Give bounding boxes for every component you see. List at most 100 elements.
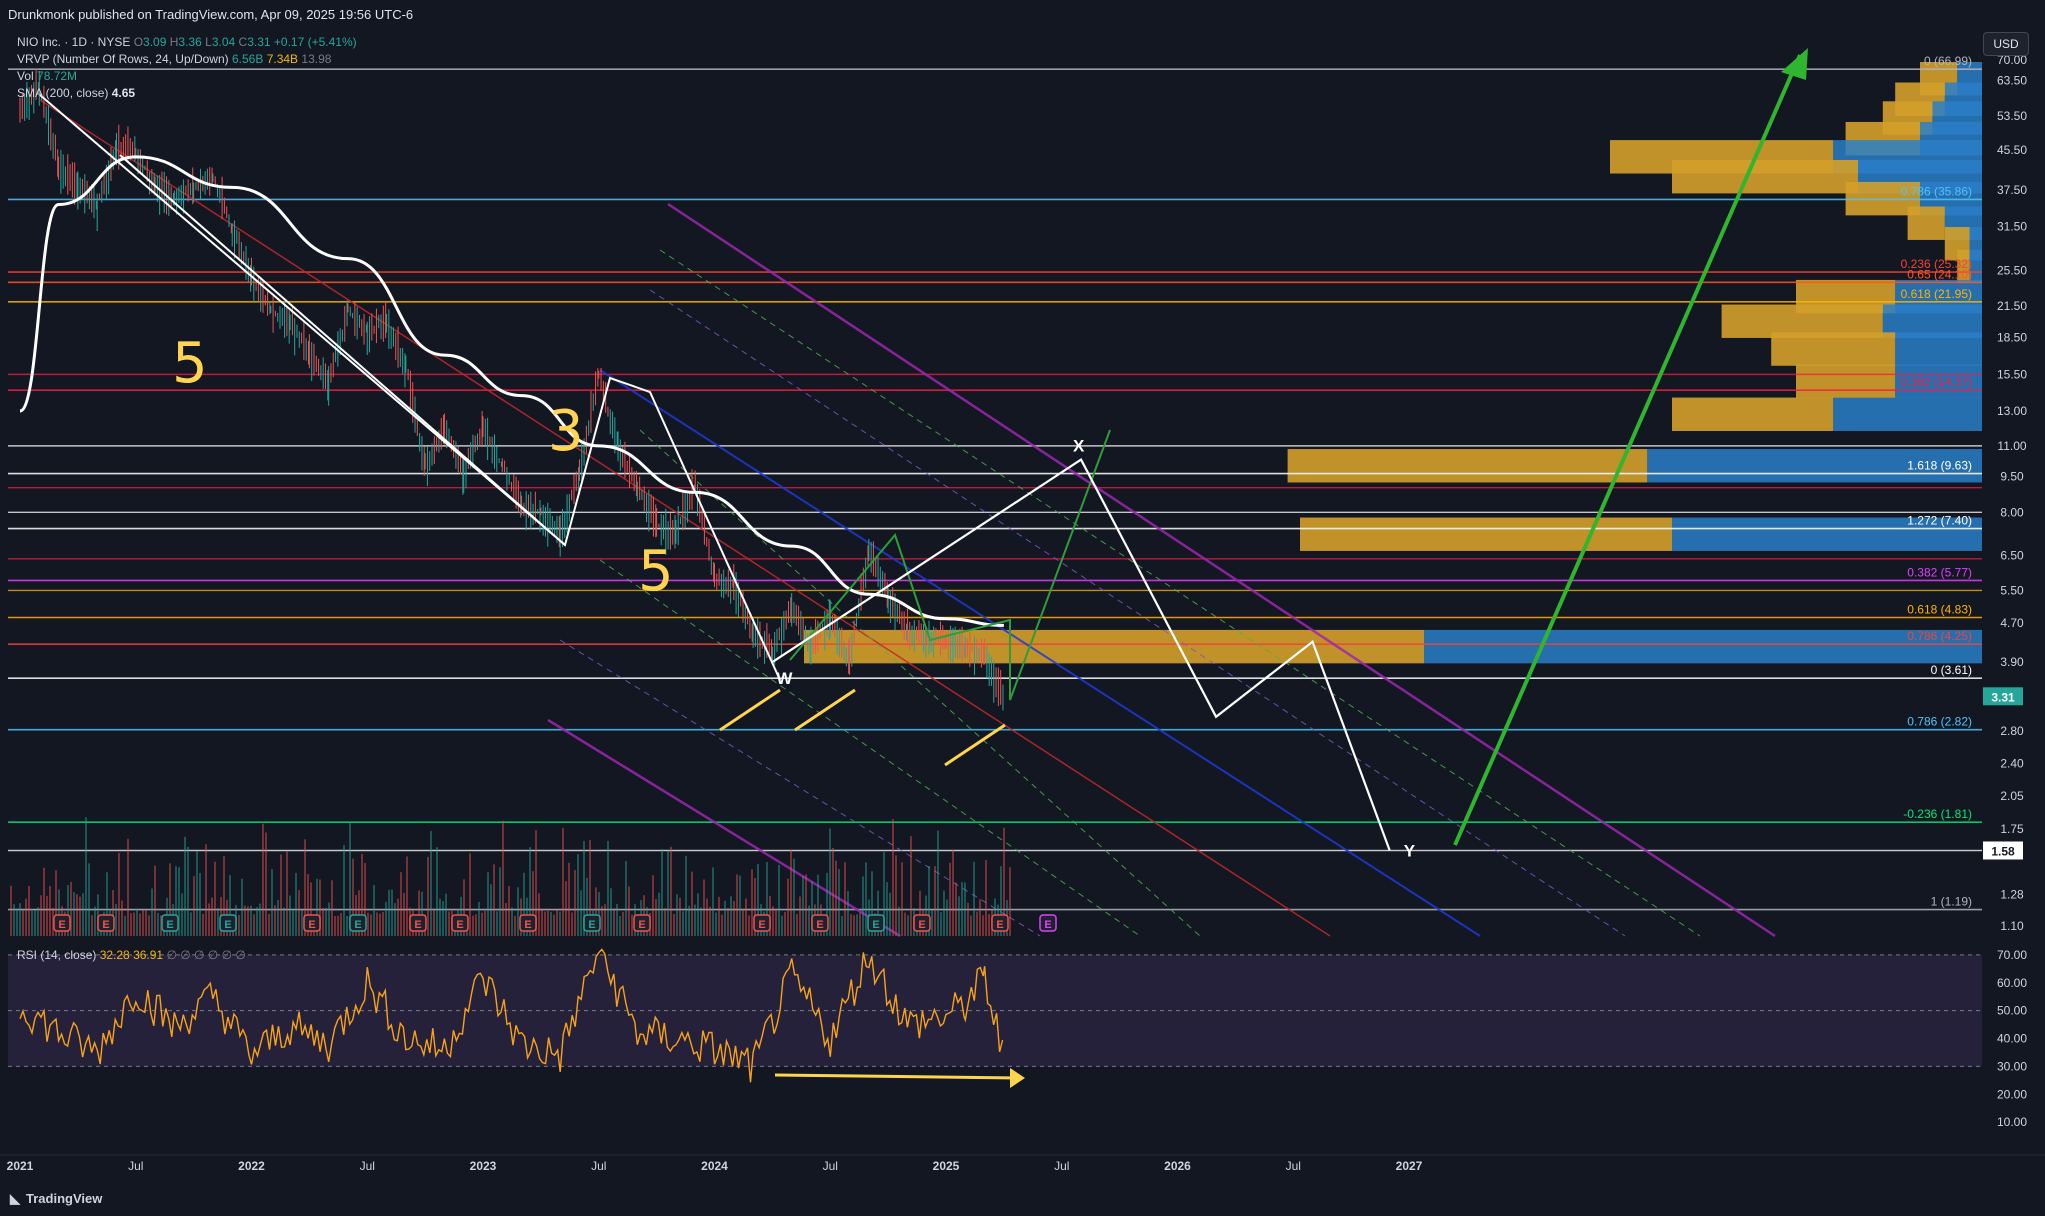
volume-bar bbox=[949, 862, 951, 936]
earnings-marker-label: E bbox=[308, 919, 315, 931]
earnings-marker bbox=[409, 914, 427, 932]
volume-bar bbox=[739, 875, 741, 936]
volume-bar bbox=[613, 908, 615, 936]
volume-bar bbox=[268, 914, 270, 936]
profile-row-up bbox=[1833, 397, 1982, 431]
volume-bar bbox=[127, 838, 129, 936]
rsi-line bbox=[19, 948, 1004, 1083]
price-tick: 31.50 bbox=[1997, 220, 2027, 234]
volume-bar bbox=[841, 915, 843, 936]
sma-label[interactable]: SMA (200, close) bbox=[17, 86, 109, 100]
volume-bar bbox=[901, 862, 903, 936]
volume-bar bbox=[352, 858, 354, 936]
volume-bar bbox=[685, 855, 687, 936]
volume-bar bbox=[979, 899, 981, 936]
volume-bar bbox=[346, 915, 348, 936]
volume-bar bbox=[25, 898, 27, 936]
earnings-marker-label: E bbox=[224, 919, 231, 931]
volume-bar bbox=[157, 912, 159, 936]
earnings-marker-label: E bbox=[524, 919, 531, 931]
volume-bar bbox=[625, 861, 627, 936]
volume-bar bbox=[787, 878, 789, 936]
symbol-name[interactable]: NIO Inc. · 1D · NYSE bbox=[17, 35, 131, 49]
volume-bar bbox=[553, 914, 555, 936]
volume-bar bbox=[667, 850, 669, 936]
volume-bar bbox=[304, 839, 306, 936]
volume-bar bbox=[715, 912, 717, 936]
volume-bar bbox=[253, 914, 255, 936]
profile-row-down bbox=[1672, 397, 1834, 431]
volume-bar bbox=[670, 846, 672, 936]
green-zigzag bbox=[789, 429, 1111, 701]
channel-line bbox=[659, 249, 1701, 937]
volume-legend: Vol 78.72M bbox=[17, 69, 77, 83]
volume-bar bbox=[598, 891, 600, 936]
volume-bar bbox=[361, 853, 363, 936]
volume-bar bbox=[40, 895, 42, 936]
volume-bar bbox=[892, 819, 894, 936]
currency-button[interactable]: USD bbox=[1983, 32, 2029, 56]
volume-bar bbox=[808, 905, 810, 936]
volume-bar bbox=[70, 881, 72, 936]
volume-bar bbox=[850, 914, 852, 936]
volume-bar bbox=[286, 851, 288, 936]
rsi-tick: 70.00 bbox=[1997, 948, 2027, 962]
volume-bar bbox=[802, 876, 804, 936]
fib-level-label: 0.236 (25.32) bbox=[1901, 257, 1972, 271]
volume-bar bbox=[523, 872, 525, 936]
volume-bar bbox=[22, 910, 24, 936]
time-tick: 2023 bbox=[470, 1159, 497, 1173]
volume-bar bbox=[826, 872, 828, 936]
volume-bar bbox=[934, 866, 936, 936]
volume-bar bbox=[793, 858, 795, 936]
volume-bar bbox=[664, 908, 666, 936]
volume-bar bbox=[895, 855, 897, 936]
channel-line bbox=[547, 718, 901, 938]
volume-bar bbox=[217, 908, 219, 936]
volume-bar bbox=[691, 871, 693, 936]
volume-bar bbox=[736, 874, 738, 936]
volume-bar bbox=[463, 879, 465, 936]
rsi-pane bbox=[8, 948, 1982, 1088]
price-tick: 18.50 bbox=[1997, 330, 2027, 344]
price-axis-bg bbox=[1982, 56, 2045, 1156]
volume-bar bbox=[940, 912, 942, 936]
volume-bar bbox=[301, 910, 303, 936]
volume-bar bbox=[751, 869, 753, 936]
volume-bar bbox=[142, 910, 144, 936]
volume-bar bbox=[781, 915, 783, 936]
volume-bar bbox=[790, 849, 792, 936]
fib-level-label: 1.618 (9.63) bbox=[1907, 459, 1972, 473]
volume-bar bbox=[10, 885, 12, 936]
earnings-marker bbox=[519, 914, 537, 932]
fib-level-label: 0.618 (21.95) bbox=[1901, 287, 1972, 301]
price-tick: 37.50 bbox=[1997, 183, 2027, 197]
rsi-tick: 40.00 bbox=[1997, 1032, 2027, 1046]
volume-bar bbox=[955, 882, 957, 936]
volume-bar bbox=[391, 889, 393, 936]
channel-line bbox=[639, 429, 1201, 937]
tradingview-logo[interactable]: ◣ TradingView bbox=[10, 1191, 102, 1207]
volume-bar bbox=[517, 887, 519, 936]
volume-bar bbox=[958, 896, 960, 936]
vrvp-label[interactable]: VRVP (Number Of Rows, 24, Up/Down) bbox=[17, 52, 229, 66]
rsi-label[interactable]: RSI (14, close) bbox=[17, 948, 97, 962]
fib-level-label: 1.272 (7.40) bbox=[1907, 514, 1972, 528]
volume-bar bbox=[871, 871, 873, 936]
rsi-value: 32.28 bbox=[99, 948, 130, 962]
volume-bar bbox=[244, 905, 246, 936]
volume-bar bbox=[703, 879, 705, 936]
change-value: +0.17 (+5.41%) bbox=[273, 35, 357, 49]
volume-bar bbox=[145, 910, 147, 936]
price-tick: 2.80 bbox=[2000, 724, 2024, 738]
volume-bar bbox=[961, 882, 963, 936]
volume-bar bbox=[571, 912, 573, 936]
volume-bar bbox=[106, 872, 108, 936]
vol-label[interactable]: Vol bbox=[17, 69, 34, 83]
volume-bar bbox=[292, 910, 294, 936]
volume-bar bbox=[919, 890, 921, 936]
volume-bar bbox=[205, 844, 207, 936]
wave-label: Y bbox=[1404, 841, 1416, 860]
wave-path bbox=[39, 94, 781, 681]
